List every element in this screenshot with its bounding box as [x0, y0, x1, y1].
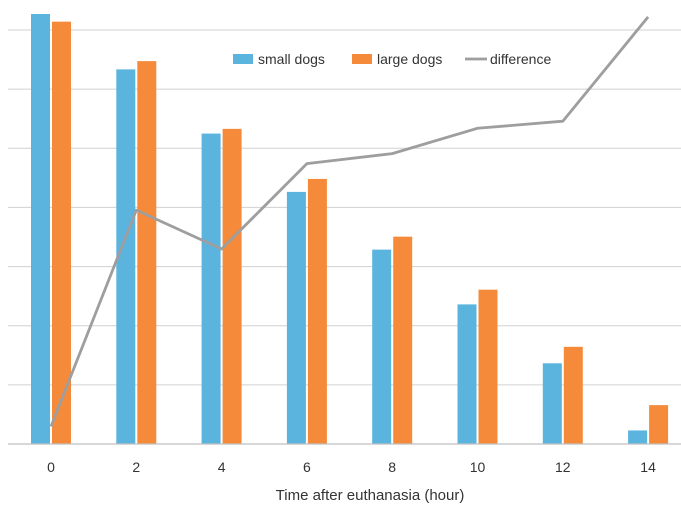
x-tick-label: 14 [640, 459, 656, 475]
bars [31, 14, 669, 445]
x-tick-label: 2 [132, 459, 140, 475]
bar-small-dogs-10 [457, 304, 477, 444]
x-tick-label: 0 [47, 459, 55, 475]
bar-large-dogs-12 [563, 346, 583, 444]
legend-label: large dogs [377, 51, 442, 67]
x-tick-label: 12 [555, 459, 571, 475]
bar-large-dogs-10 [478, 289, 498, 444]
legend-label: small dogs [258, 51, 325, 67]
bar-small-dogs-6 [286, 191, 306, 444]
bar-large-dogs-8 [393, 236, 413, 444]
x-axis-title: Time after euthanasia (hour) [276, 487, 465, 504]
bar-small-dogs-2 [116, 69, 136, 444]
x-tick-label: 10 [470, 459, 486, 475]
bar-large-dogs-0 [52, 21, 71, 445]
bar-small-dogs-12 [542, 363, 562, 444]
bar-large-dogs-4 [222, 128, 242, 444]
legend: small dogs large dogs difference [233, 51, 551, 67]
bar-large-dogs-2 [137, 61, 157, 444]
bar-large-dogs-6 [307, 178, 327, 444]
x-tick-label: 8 [388, 459, 396, 475]
bar-small-dogs-14 [628, 430, 648, 444]
bar-small-dogs-4 [201, 133, 221, 444]
x-tick-label: 6 [303, 459, 311, 475]
legend-label: difference [490, 51, 551, 67]
legend-swatch [233, 54, 253, 64]
bar-small-dogs-8 [372, 249, 392, 444]
difference-line-layer [49, 16, 650, 427]
line-difference [49, 16, 650, 427]
gridlines [8, 29, 681, 386]
x-tick-labels: 0 2 4 6 8 10 12 14 [47, 459, 656, 475]
bar-small-dogs-0 [31, 14, 50, 444]
legend-swatch [352, 54, 372, 64]
x-tick-label: 4 [218, 459, 226, 475]
bar-large-dogs-14 [649, 405, 669, 444]
